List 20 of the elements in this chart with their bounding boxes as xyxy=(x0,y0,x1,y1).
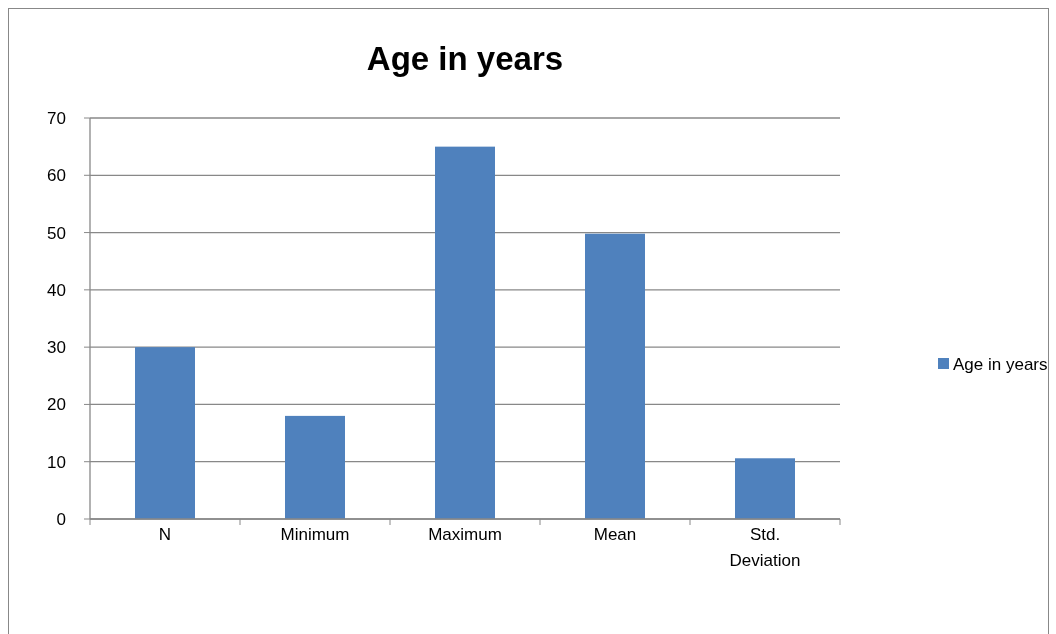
x-tick-label: Maximum xyxy=(428,525,502,544)
x-tick-label: Minimum xyxy=(280,525,350,544)
bar xyxy=(135,347,195,519)
y-tick-label: 50 xyxy=(47,223,66,243)
bar xyxy=(585,233,645,519)
legend-label: Age in years xyxy=(953,354,1048,374)
chart-title: Age in years xyxy=(366,40,564,77)
x-tick-label: Mean xyxy=(593,525,637,544)
x-tick-label: N xyxy=(158,525,172,544)
y-tick-label: 30 xyxy=(47,338,66,358)
y-tick-label: 10 xyxy=(47,452,66,472)
bar xyxy=(285,415,345,519)
y-tick-label: 20 xyxy=(47,395,66,415)
y-tick-label: 70 xyxy=(47,108,66,128)
x-tick-label: Std. Deviation xyxy=(729,525,801,570)
y-tick-label: 60 xyxy=(47,166,66,186)
y-tick-label: 40 xyxy=(47,280,66,300)
bar xyxy=(735,458,795,519)
bar xyxy=(435,146,495,519)
y-tick-label: 0 xyxy=(56,509,66,529)
